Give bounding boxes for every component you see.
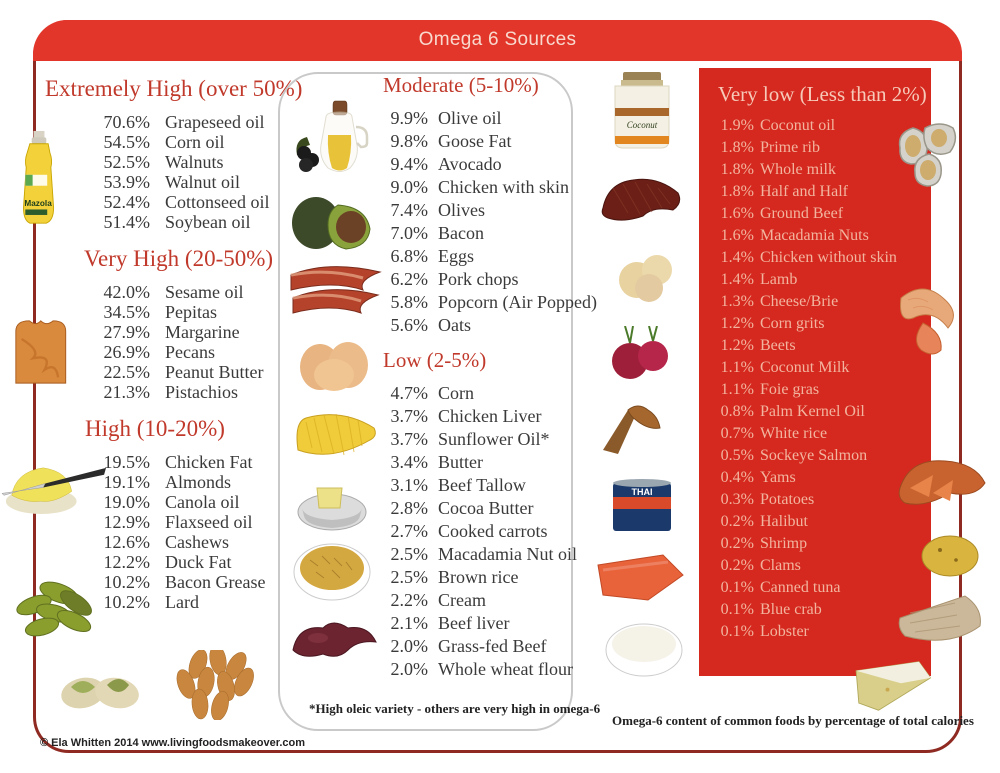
svg-text:Coconut: Coconut bbox=[627, 120, 658, 130]
svg-text:THAI: THAI bbox=[632, 487, 653, 497]
svg-text:Mazola: Mazola bbox=[24, 199, 52, 208]
